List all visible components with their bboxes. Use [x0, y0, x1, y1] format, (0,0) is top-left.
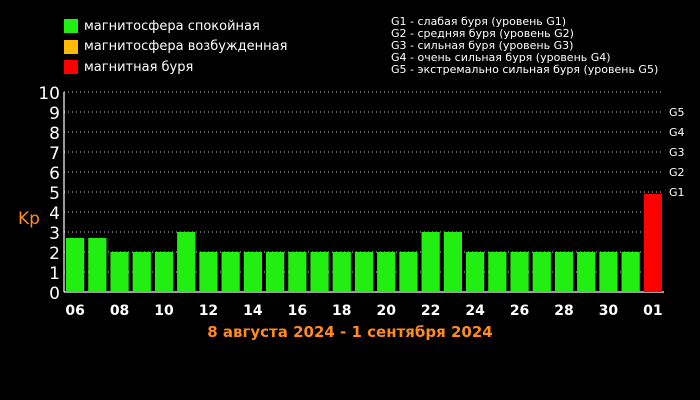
x-tick-label: 22: [421, 303, 440, 319]
kp-bar: [443, 232, 462, 292]
g-level-label: G1: [669, 186, 685, 199]
kp-bar: [643, 194, 662, 292]
kp-bar: [66, 238, 85, 292]
x-tick-label: 10: [154, 303, 174, 319]
kp-bar: [510, 252, 529, 292]
x-tick-label: 20: [376, 303, 396, 319]
kp-bar: [377, 252, 396, 292]
legend-swatch-quiet: [64, 19, 78, 33]
x-tick-label: 18: [332, 303, 351, 319]
legend-item-quiet: магнитосфера спокойная: [64, 16, 287, 36]
g-level-label: G2: [669, 166, 685, 179]
kp-bar: [399, 252, 418, 292]
kp-bar: [243, 252, 262, 292]
y-tick-label: 5: [49, 184, 60, 204]
legend-item-disturbed: магнитосфера возбужденная: [64, 37, 287, 57]
legend-swatch-storm: [64, 60, 78, 74]
kp-bar: [221, 252, 240, 292]
kp-bar: [577, 252, 596, 292]
g-level-label: G4: [669, 126, 685, 139]
y-tick-label: 2: [49, 244, 60, 264]
x-tick-label: 14: [243, 303, 263, 319]
g-level-label: G5: [669, 106, 685, 119]
x-tick-label: 08: [110, 303, 129, 319]
y-tick-label: 9: [49, 104, 60, 124]
kp-bar: [154, 252, 174, 292]
y-tick-label: 7: [49, 144, 60, 164]
kp-bar: [488, 252, 507, 292]
y-tick-label: 0: [49, 284, 60, 304]
kp-bar: [621, 252, 640, 292]
storm-level-legend: G1 - слабая буря (уровень G1) G2 - средн…: [391, 16, 658, 76]
storm-level-g1: G1 - слабая буря (уровень G1): [391, 15, 567, 28]
kp-bar: [421, 232, 440, 292]
legend-swatch-disturbed: [64, 39, 78, 54]
kp-bar: [599, 252, 618, 292]
kp-bar: [332, 252, 351, 292]
storm-level-g2: G2 - средняя буря (уровень G2): [391, 27, 574, 40]
kp-bar: [532, 252, 551, 292]
legend-label-storm: магнитная буря: [84, 59, 194, 75]
x-tick-label: 24: [465, 303, 485, 319]
kp-bar: [288, 252, 307, 292]
y-tick-label: 6: [49, 164, 60, 184]
kp-bar: [466, 252, 485, 292]
storm-level-g5: G5 - экстремально сильная буря (уровень …: [391, 63, 659, 76]
date-range: 8 августа 2024 - 1 сентября 2024: [207, 323, 493, 341]
y-tick-label: 1: [49, 264, 60, 284]
y-tick-label: 10: [38, 84, 60, 104]
legend-label-disturbed: магнитосфера возбужденная: [84, 39, 288, 54]
y-tick-label: 3: [49, 224, 60, 244]
kp-bar: [266, 252, 285, 292]
x-tick-label: 30: [599, 303, 619, 319]
legend: магнитосфера спокойная магнитосфера возб…: [64, 16, 287, 78]
y-axis-label: Kp: [18, 209, 40, 229]
legend-item-storm: магнитная буря: [64, 57, 287, 77]
kp-bar: [554, 252, 574, 292]
kp-bar: [354, 252, 374, 292]
x-tick-label: 28: [554, 303, 573, 319]
y-tick-label: 4: [49, 204, 60, 224]
x-tick-label: 01: [643, 303, 662, 319]
x-tick-label: 16: [288, 303, 307, 319]
x-tick-label: 06: [65, 303, 84, 319]
storm-level-g3: G3 - сильная буря (уровень G3): [391, 39, 574, 52]
x-tick-label: 26: [510, 303, 529, 319]
kp-bar: [88, 238, 107, 292]
g-level-label: G3: [669, 146, 685, 159]
legend-label-quiet: магнитосфера спокойная: [84, 18, 260, 34]
kp-bar: [177, 232, 196, 292]
kp-bar: [310, 252, 329, 292]
y-tick-label: 8: [49, 124, 60, 144]
storm-level-g4: G4 - очень сильная буря (уровень G4): [391, 51, 611, 64]
x-tick-label: 12: [199, 303, 218, 319]
kp-bar: [132, 252, 151, 292]
kp-bar: [199, 252, 218, 292]
kp-bar: [110, 252, 129, 292]
